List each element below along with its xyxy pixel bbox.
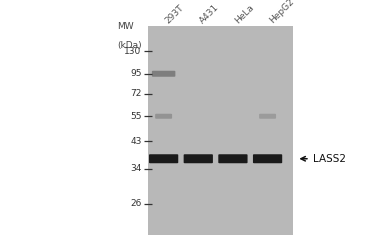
Text: 34: 34 <box>130 164 142 173</box>
Text: 26: 26 <box>130 199 142 208</box>
Text: 55: 55 <box>130 112 142 121</box>
Bar <box>148 26 293 235</box>
Text: 95: 95 <box>130 69 142 78</box>
Text: HeLa: HeLa <box>233 2 256 25</box>
Text: A431: A431 <box>198 2 221 25</box>
FancyBboxPatch shape <box>259 114 276 119</box>
FancyBboxPatch shape <box>184 154 213 163</box>
Text: 293T: 293T <box>164 3 186 25</box>
FancyBboxPatch shape <box>218 154 248 163</box>
Text: HepG2: HepG2 <box>268 0 296 25</box>
Text: 130: 130 <box>124 47 142 56</box>
FancyBboxPatch shape <box>152 71 175 77</box>
Text: 43: 43 <box>130 137 142 146</box>
FancyBboxPatch shape <box>155 114 172 119</box>
Text: (kDa): (kDa) <box>117 41 142 50</box>
Text: MW: MW <box>117 22 134 31</box>
Text: 72: 72 <box>130 89 142 98</box>
FancyBboxPatch shape <box>253 154 282 163</box>
Text: LASS2: LASS2 <box>313 154 346 164</box>
FancyBboxPatch shape <box>149 154 178 163</box>
